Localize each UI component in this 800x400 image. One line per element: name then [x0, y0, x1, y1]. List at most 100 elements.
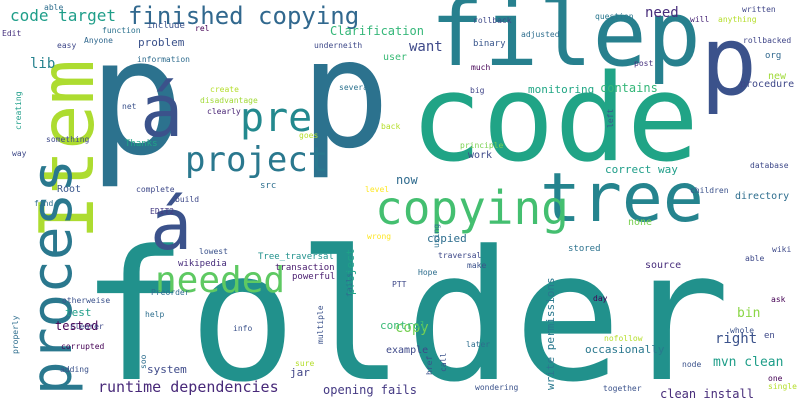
cloud-word: able — [745, 254, 765, 263]
cloud-word: back — [381, 122, 401, 131]
cloud-word: ask — [771, 295, 786, 304]
cloud-word: function — [102, 26, 141, 35]
cloud-word: much — [471, 63, 491, 72]
cloud-word: opening fails — [323, 383, 417, 397]
cloud-word: work — [468, 150, 493, 161]
cloud-word: rollbacked — [743, 36, 792, 45]
cloud-word: Tree_traversal — [258, 252, 334, 262]
cloud-word: written — [742, 5, 776, 14]
cloud-word: correct way — [605, 163, 678, 176]
cloud-word: procedure — [740, 79, 795, 90]
cloud-word: org — [765, 51, 782, 61]
cloud-word: none — [628, 217, 653, 228]
cloud-word: traversal — [438, 251, 482, 260]
cloud-word: database — [750, 161, 789, 170]
cloud-word: occasionally — [585, 343, 665, 356]
cloud-word: Clarification — [330, 24, 424, 38]
cloud-word: copied — [427, 232, 467, 245]
cloud-word: node — [682, 360, 702, 369]
cloud-word: wrong — [367, 232, 392, 241]
cloud-word: á — [150, 184, 193, 266]
cloud-word: create — [210, 85, 239, 94]
cloud-word: find — [34, 199, 54, 208]
cloud-word: now — [396, 173, 418, 187]
cloud-word: src — [260, 181, 277, 191]
cloud-word: contains — [600, 81, 658, 95]
cloud-word: creating — [14, 91, 23, 130]
cloud-word: whole — [730, 326, 755, 335]
cloud-word: left — [606, 108, 615, 128]
cloud-word: info — [233, 324, 253, 333]
cloud-word: clearly — [207, 107, 241, 116]
cloud-word: several — [339, 83, 373, 92]
cloud-word: level — [365, 185, 390, 194]
cloud-word: mvn clean — [713, 355, 784, 370]
cloud-word: monitoring — [528, 83, 595, 96]
cloud-word: wondering — [475, 383, 519, 392]
cloud-word: stored — [568, 244, 601, 254]
cloud-word: one — [768, 374, 783, 383]
cloud-word: later — [466, 340, 491, 349]
cloud-word: question — [595, 12, 634, 21]
cloud-word: disadvantage — [200, 96, 258, 105]
cloud-word: example — [386, 345, 429, 356]
cloud-word: control — [380, 319, 427, 332]
cloud-word: copying — [375, 181, 569, 235]
cloud-word: p — [700, 7, 758, 117]
cloud-word: adding — [60, 365, 89, 374]
cloud-word: underneith — [314, 41, 363, 50]
cloud-word: wiki — [772, 245, 792, 254]
cloud-word: filep — [430, 0, 701, 87]
cloud-word: lowest — [199, 247, 228, 256]
cloud-word: clean install — [660, 387, 754, 400]
cloud-word: Root — [57, 184, 82, 195]
cloud-word: big — [470, 86, 485, 95]
cloud-word: soo — [139, 354, 148, 369]
cloud-word: pre — [240, 95, 313, 141]
cloud-word: tree — [540, 159, 704, 238]
cloud-word: call — [439, 352, 448, 372]
cloud-word: goes — [299, 131, 319, 140]
cloud-word: sure — [295, 359, 315, 368]
cloud-word: jar — [290, 366, 310, 379]
cloud-word: project — [185, 140, 329, 180]
cloud-word: runtime dependencies — [98, 378, 279, 396]
cloud-word: tested — [55, 319, 99, 333]
cloud-word: binary — [473, 39, 506, 49]
cloud-word: rollback — [473, 16, 512, 25]
cloud-word: single — [768, 382, 797, 391]
cloud-word: needed — [155, 260, 286, 301]
cloud-word: Preorder — [151, 288, 190, 297]
cloud-word: way — [12, 149, 27, 158]
cloud-word: powerful — [292, 272, 336, 282]
cloud-word: principle — [460, 141, 504, 150]
cloud-word: corrupted — [61, 342, 105, 351]
cloud-word: Hope — [418, 268, 438, 277]
cloud-word: source — [645, 260, 682, 271]
cloud-word: together — [603, 384, 642, 393]
cloud-word: Thanks — [125, 139, 158, 149]
cloud-word: need — [645, 5, 679, 21]
cloud-word: write permissions — [544, 277, 557, 390]
cloud-word: copy — [395, 320, 429, 336]
cloud-word: right — [715, 331, 758, 347]
cloud-word: anything — [718, 15, 757, 24]
cloud-word: test — [65, 306, 92, 319]
cloud-word: will — [690, 15, 710, 24]
cloud-word: p — [88, 4, 185, 191]
cloud-word: rel — [195, 24, 210, 33]
cloud-word: day — [593, 294, 608, 303]
cloud-word: easy — [57, 41, 77, 50]
cloud-word: children — [690, 186, 729, 195]
cloud-word: new — [768, 71, 787, 82]
cloud-word: able — [44, 3, 64, 12]
cloud-word: complete — [136, 185, 175, 194]
cloud-word: include — [147, 21, 185, 31]
cloud-word: problem — [138, 36, 185, 49]
cloud-word: directory — [735, 191, 790, 202]
cloud-word: href — [425, 355, 434, 375]
cloud-word: something — [46, 135, 90, 144]
cloud-word: post — [634, 59, 654, 68]
cloud-word: adjusted — [521, 30, 560, 39]
